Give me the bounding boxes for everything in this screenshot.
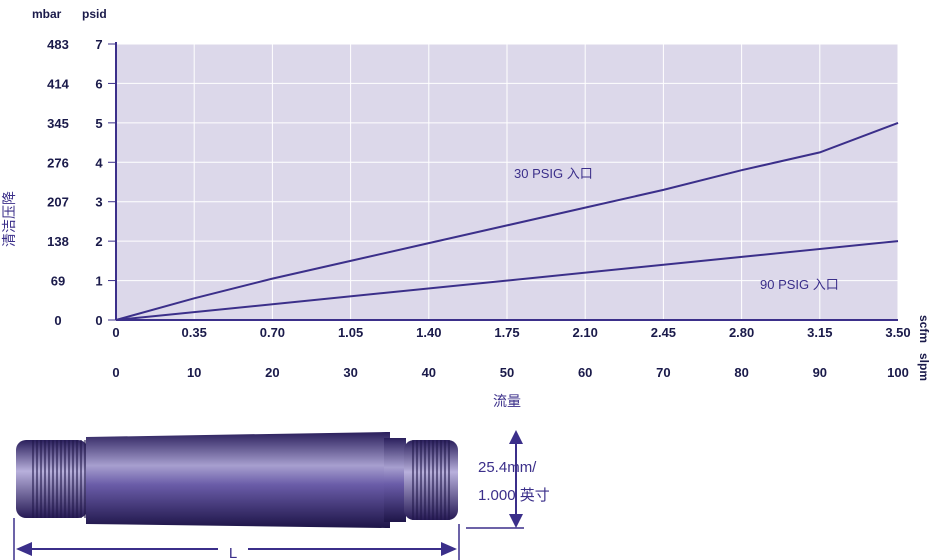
diameter-label-line1: 25.4mm/ xyxy=(478,459,537,476)
y-tick-label-psid: 1 xyxy=(95,274,102,289)
x-tick-label-scfm: 3.15 xyxy=(807,325,832,340)
y-tick-label-psid: 5 xyxy=(95,116,102,131)
y-tick-labels-mbar: 483 414 345 276 207 138 69 0 xyxy=(47,37,69,328)
x-tick-label-slpm: 80 xyxy=(734,365,748,380)
x-tick-label-slpm: 70 xyxy=(656,365,670,380)
y-tick-label-psid: 2 xyxy=(95,234,102,249)
x-tick-labels-scfm: 0 0.35 0.70 1.05 1.40 1.75 2.10 2.45 2.80 3.15 3.5… xyxy=(112,325,910,340)
y-tick-label-mbar: 207 xyxy=(47,195,69,210)
x-tick-label-slpm: 40 xyxy=(422,365,436,380)
y-tick-label-psid: 0 xyxy=(95,313,102,328)
x-tick-label-scfm: 2.80 xyxy=(729,325,754,340)
diameter-label-line2: 1.000 英寸 xyxy=(478,486,550,504)
y-tick-labels-psid: 7 6 5 4 3 2 1 0 xyxy=(95,37,116,328)
y-tick-label-mbar: 345 xyxy=(47,116,69,131)
x-tick-label-slpm: 50 xyxy=(500,365,514,380)
series-line-1 xyxy=(115,240,899,321)
series-label-30psig: 30 PSIG 入口 xyxy=(514,166,593,181)
x-tick-label-slpm: 90 xyxy=(813,365,827,380)
axes xyxy=(115,42,898,321)
y-unit-right: psid xyxy=(82,7,107,21)
x-tick-label-slpm: 20 xyxy=(265,365,279,380)
x-tick-label-scfm: 2.10 xyxy=(573,325,598,340)
y-tick-label-mbar: 138 xyxy=(47,234,69,249)
x-tick-labels-slpm: 0 10 20 30 40 50 60 70 80 90 100 xyxy=(112,365,908,380)
right-collar xyxy=(384,438,406,522)
y-tick-label-mbar: 414 xyxy=(47,76,69,91)
y-tick-label-mbar: 0 xyxy=(54,313,61,328)
y-tick-label-mbar: 276 xyxy=(47,155,69,170)
x-unit-bottom: slpm xyxy=(917,353,931,381)
y-unit-left: mbar xyxy=(32,7,62,21)
series-label-90psig: 90 PSIG 入口 xyxy=(760,277,839,292)
filter-body xyxy=(86,432,390,528)
series-lines xyxy=(115,121,899,321)
y-tick-label-psid: 7 xyxy=(95,37,102,52)
x-tick-label-scfm: 3.50 xyxy=(885,325,910,340)
x-tick-label-slpm: 10 xyxy=(187,365,201,380)
x-tick-label-scfm: 0.70 xyxy=(260,325,285,340)
x-tick-label-slpm: 60 xyxy=(578,365,592,380)
y-tick-label-psid: 3 xyxy=(95,195,102,210)
x-tick-label-scfm: 1.05 xyxy=(338,325,363,340)
series-line-0 xyxy=(115,121,899,321)
y-tick-label-mbar: 483 xyxy=(47,37,69,52)
y-axis-title: 清洁压降 xyxy=(1,191,17,247)
x-tick-label-scfm: 0 xyxy=(112,325,119,340)
x-axis-title: 流量 xyxy=(493,393,521,409)
x-tick-label-slpm: 100 xyxy=(887,365,909,380)
filter-housing-diagram: 25.4mm/ 1.000 英寸 L xyxy=(13,430,550,560)
x-tick-label-slpm: 30 xyxy=(343,365,357,380)
x-tick-label-scfm: 2.45 xyxy=(651,325,676,340)
y-tick-label-mbar: 69 xyxy=(51,274,65,289)
y-tick-label-psid: 4 xyxy=(95,155,103,170)
length-label: L xyxy=(229,545,237,560)
x-unit-top: scfm xyxy=(917,315,931,343)
x-tick-label-scfm: 1.75 xyxy=(494,325,519,340)
x-tick-label-scfm: 0.35 xyxy=(182,325,207,340)
x-tick-label-scfm: 1.40 xyxy=(416,325,441,340)
y-tick-label-psid: 6 xyxy=(95,76,102,91)
x-tick-label-slpm: 0 xyxy=(112,365,119,380)
